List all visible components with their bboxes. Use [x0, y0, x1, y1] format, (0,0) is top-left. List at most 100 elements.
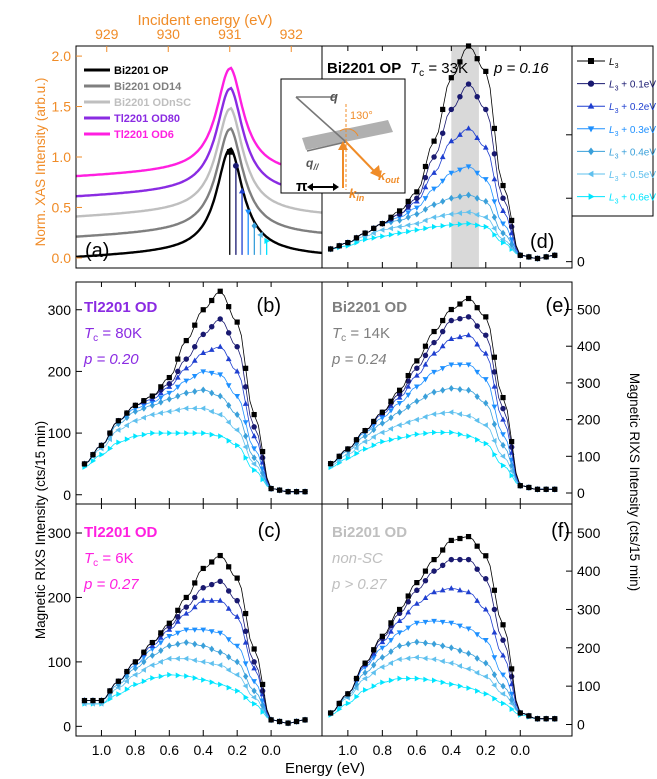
data-point — [217, 411, 223, 418]
y-tick-label: 300 — [577, 601, 601, 617]
data-point — [174, 407, 180, 413]
data-point — [242, 639, 249, 645]
q-vector — [295, 96, 347, 143]
data-point — [387, 225, 394, 232]
series-l3 — [328, 43, 558, 262]
data-point — [200, 659, 206, 665]
data-point — [302, 489, 308, 495]
data-point — [465, 386, 472, 394]
data-point — [500, 637, 506, 643]
data-point — [124, 410, 130, 416]
data-point — [448, 138, 455, 144]
data-point — [396, 408, 403, 416]
inset-k-out-label: kout — [378, 168, 400, 185]
data-point — [405, 198, 411, 204]
data-point — [508, 468, 514, 474]
data-point — [543, 254, 549, 260]
data-point — [440, 106, 446, 113]
data-point — [466, 433, 472, 439]
data-point — [491, 199, 498, 205]
data-point — [482, 673, 488, 680]
data-point — [406, 675, 412, 682]
data-point — [371, 683, 377, 690]
data-point — [208, 408, 214, 415]
data-point — [252, 467, 258, 473]
rixs-legend: L3 L3 + 0.1eV L3 + 0.2eV L3 + 0.3eV L3 + 0.4… — [571, 45, 656, 217]
series-line-l3-0-1ev — [84, 580, 306, 724]
data-point — [466, 685, 472, 691]
data-point — [431, 169, 437, 175]
xas-line-bi2201-od14 — [76, 126, 323, 238]
data-point — [413, 372, 420, 378]
data-point — [157, 659, 163, 665]
series-line-l3-0-3ev — [330, 620, 555, 720]
data-point — [457, 431, 464, 438]
data-point — [81, 697, 88, 704]
data-point — [387, 425, 394, 432]
data-point — [354, 450, 360, 457]
data-point — [183, 389, 189, 397]
data-point — [448, 385, 454, 392]
data-point — [431, 618, 437, 625]
data-point — [175, 672, 181, 679]
data-point — [379, 409, 385, 415]
data-point — [509, 696, 515, 703]
data-point — [225, 383, 232, 389]
data-point — [405, 419, 411, 426]
data-point — [226, 401, 232, 409]
data-point — [483, 399, 489, 407]
data-point — [474, 94, 480, 100]
data-point — [201, 430, 207, 436]
data-point — [465, 164, 472, 170]
data-point — [474, 566, 480, 572]
data-point — [440, 679, 446, 686]
data-point — [457, 556, 463, 563]
data-point — [107, 688, 113, 694]
data-point — [552, 716, 558, 722]
data-point — [414, 587, 420, 594]
data-point — [379, 664, 385, 670]
data-point — [465, 314, 472, 320]
data-point — [328, 461, 334, 467]
data-point — [166, 374, 172, 381]
data-point — [115, 678, 122, 684]
data-point — [166, 620, 172, 626]
panel-tag-d: (d) — [530, 231, 554, 253]
xas-line-bi2201-op — [76, 147, 323, 258]
data-point — [132, 417, 138, 424]
data-point — [226, 653, 232, 661]
data-point — [491, 176, 498, 182]
data-point — [149, 400, 156, 406]
left-axis-title-rixs: Magnetic RIXS Intensity (cts/15 min) — [33, 421, 48, 639]
polarization-head-right — [333, 183, 339, 191]
data-point — [354, 693, 360, 700]
series-l3-0-5ev — [81, 655, 308, 726]
data-point — [336, 243, 342, 249]
data-point — [150, 430, 156, 436]
data-point — [345, 240, 351, 246]
data-point — [474, 369, 481, 376]
data-point — [276, 718, 283, 725]
series-l3-0-6ev — [82, 430, 309, 495]
data-point — [405, 593, 411, 599]
data-point — [192, 430, 198, 436]
data-point — [431, 328, 437, 335]
data-point — [353, 437, 360, 443]
y-tick-label: 0 — [577, 716, 585, 732]
data-point — [500, 394, 506, 401]
data-point — [422, 352, 429, 359]
data-point — [422, 413, 428, 420]
data-point — [422, 377, 429, 383]
data-point — [388, 628, 394, 634]
data-point — [107, 445, 114, 452]
data-point — [431, 154, 437, 160]
data-point — [500, 652, 506, 658]
data-point — [483, 659, 489, 667]
x-tick-label: 930 — [157, 26, 181, 42]
data-point — [405, 609, 412, 615]
data-point — [371, 235, 377, 241]
scattering-geometry-inset: q q// 130° kout kin π — [280, 78, 406, 203]
data-point — [492, 695, 498, 702]
y-tick-label: 100 — [48, 425, 72, 441]
panel-f-rixs: 0 100 200 300 400 500 1.0 0.8 0.6 0.4 0.2 0.0 — [321, 503, 601, 758]
